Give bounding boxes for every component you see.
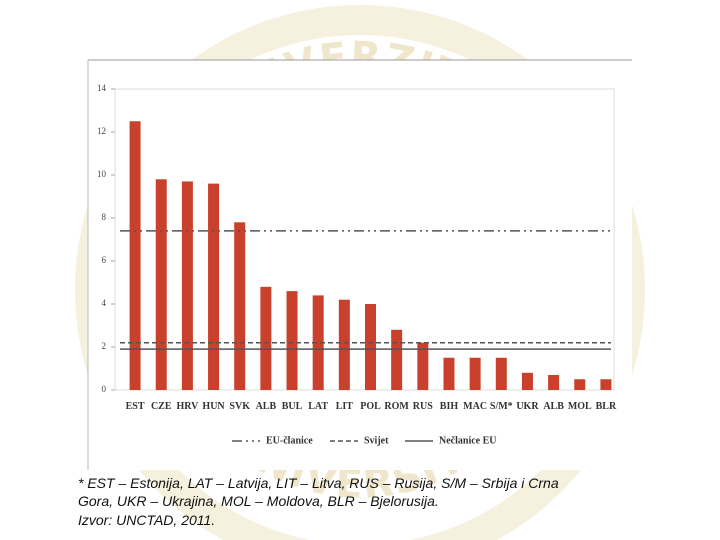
x-tick-label: SVK <box>229 401 250 412</box>
y-tick-label: 4 <box>102 298 107 308</box>
legend-label: EU-članice <box>266 435 313 446</box>
bar <box>338 299 350 390</box>
x-tick-label: BUL <box>282 401 303 412</box>
x-tick-label: ALB <box>543 401 564 412</box>
bar <box>600 379 612 390</box>
bar <box>181 181 193 390</box>
bar <box>208 183 220 390</box>
footnote: Izvor: UNCTAD, 2011. <box>78 512 215 528</box>
bar <box>417 342 429 390</box>
bar <box>234 222 246 390</box>
bar <box>391 329 403 390</box>
x-tick-label: BIH <box>440 401 459 412</box>
y-tick-label: 10 <box>97 169 107 179</box>
x-tick-label: LAT <box>308 401 328 412</box>
footnote: * EST – Estonija, LAT – Latvija, LIT – L… <box>78 475 559 491</box>
x-tick-label: LIT <box>336 401 354 412</box>
y-tick-label: 8 <box>102 212 107 222</box>
y-tick-label: 14 <box>97 83 107 93</box>
bar <box>155 179 167 390</box>
y-tick-label: 2 <box>102 341 107 351</box>
bar <box>312 295 324 390</box>
x-tick-label: BLR <box>596 401 617 412</box>
legend-label: Nečlanice EU <box>439 435 497 446</box>
x-tick-label: UKR <box>516 401 539 412</box>
y-tick-label: 12 <box>97 126 106 136</box>
x-tick-label: CZE <box>151 401 172 412</box>
x-tick-label: HUN <box>202 401 225 412</box>
x-tick-label: ALB <box>256 401 277 412</box>
plot-area <box>114 88 615 391</box>
x-tick-label: MOL <box>568 401 592 412</box>
x-tick-label: ROM <box>384 401 409 412</box>
x-tick-label: RUS <box>413 401 433 412</box>
x-tick-label: HRV <box>176 401 199 412</box>
bar <box>469 357 481 390</box>
bar <box>495 357 507 390</box>
y-tick-label: 0 <box>102 384 107 394</box>
x-tick-label: S/M* <box>490 401 513 412</box>
footnote: Gora, UKR – Ukrajina, MOL – Moldova, BLR… <box>78 493 439 509</box>
bar <box>574 379 586 390</box>
bar <box>260 286 272 390</box>
bar <box>521 372 533 390</box>
chart-panel <box>88 60 632 470</box>
bar <box>548 374 560 390</box>
bar <box>129 121 141 390</box>
x-tick-label: MAC <box>463 401 487 412</box>
plot: 0 2 4 6 8 10 12 14 EST CZE HRV HUN SVK ALB BUL LAT LIT PO… <box>97 83 617 446</box>
y-tick-label: 6 <box>102 255 107 265</box>
x-tick-label: POL <box>360 401 381 412</box>
bar <box>365 304 376 390</box>
bar <box>443 357 455 390</box>
bar <box>286 291 298 390</box>
legend-label: Svijet <box>364 435 389 446</box>
x-tick-label: EST <box>126 401 145 412</box>
